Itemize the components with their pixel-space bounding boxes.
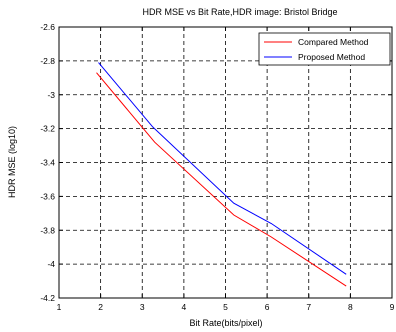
x-tick-label: 8 [348,302,353,312]
x-tick-label: 9 [390,302,395,312]
x-tick-label: 4 [182,302,187,312]
x-tick-label: 6 [265,302,270,312]
x-tick-label: 3 [140,302,145,312]
y-tick-label: -3.8 [40,225,55,235]
series-lines [96,62,347,287]
y-tick-label: -3 [47,90,55,100]
y-tick-label: -3.2 [40,124,55,134]
x-tick-label: 5 [223,302,228,312]
chart-title: HDR MSE vs Bit Rate,HDR image: Bristol B… [142,7,337,17]
legend-box [258,32,391,66]
y-tick-label: -2.6 [40,22,55,32]
x-tick-label: 2 [98,302,103,312]
grid [59,27,392,298]
x-axis-title: Bit Rate(bits/pixel) [189,318,262,328]
y-tick-label: -3.4 [40,158,55,168]
y-axis-ticks: -2.6 -2.8 -3 -3.2 -3.4 -3.6 -3.8 -4 -4.2 [40,22,392,303]
y-axis-title: HDR MSE (log10) [7,126,17,198]
y-tick-label: -4.2 [40,293,55,303]
y-tick-label: -4 [47,259,55,269]
x-tick-label: 7 [306,302,311,312]
series-line-proposed [98,62,347,275]
series-line-compared [96,72,347,287]
legend-label-proposed: Proposed Method [298,52,365,62]
x-axis-ticks: 1 2 3 4 5 6 7 8 9 [57,27,395,312]
legend: Compared Method Proposed Method [258,32,391,66]
y-tick-label: -2.8 [40,56,55,66]
y-tick-label: -3.6 [40,191,55,201]
legend-label-compared: Compared Method [298,37,369,47]
x-tick-label: 1 [57,302,62,312]
